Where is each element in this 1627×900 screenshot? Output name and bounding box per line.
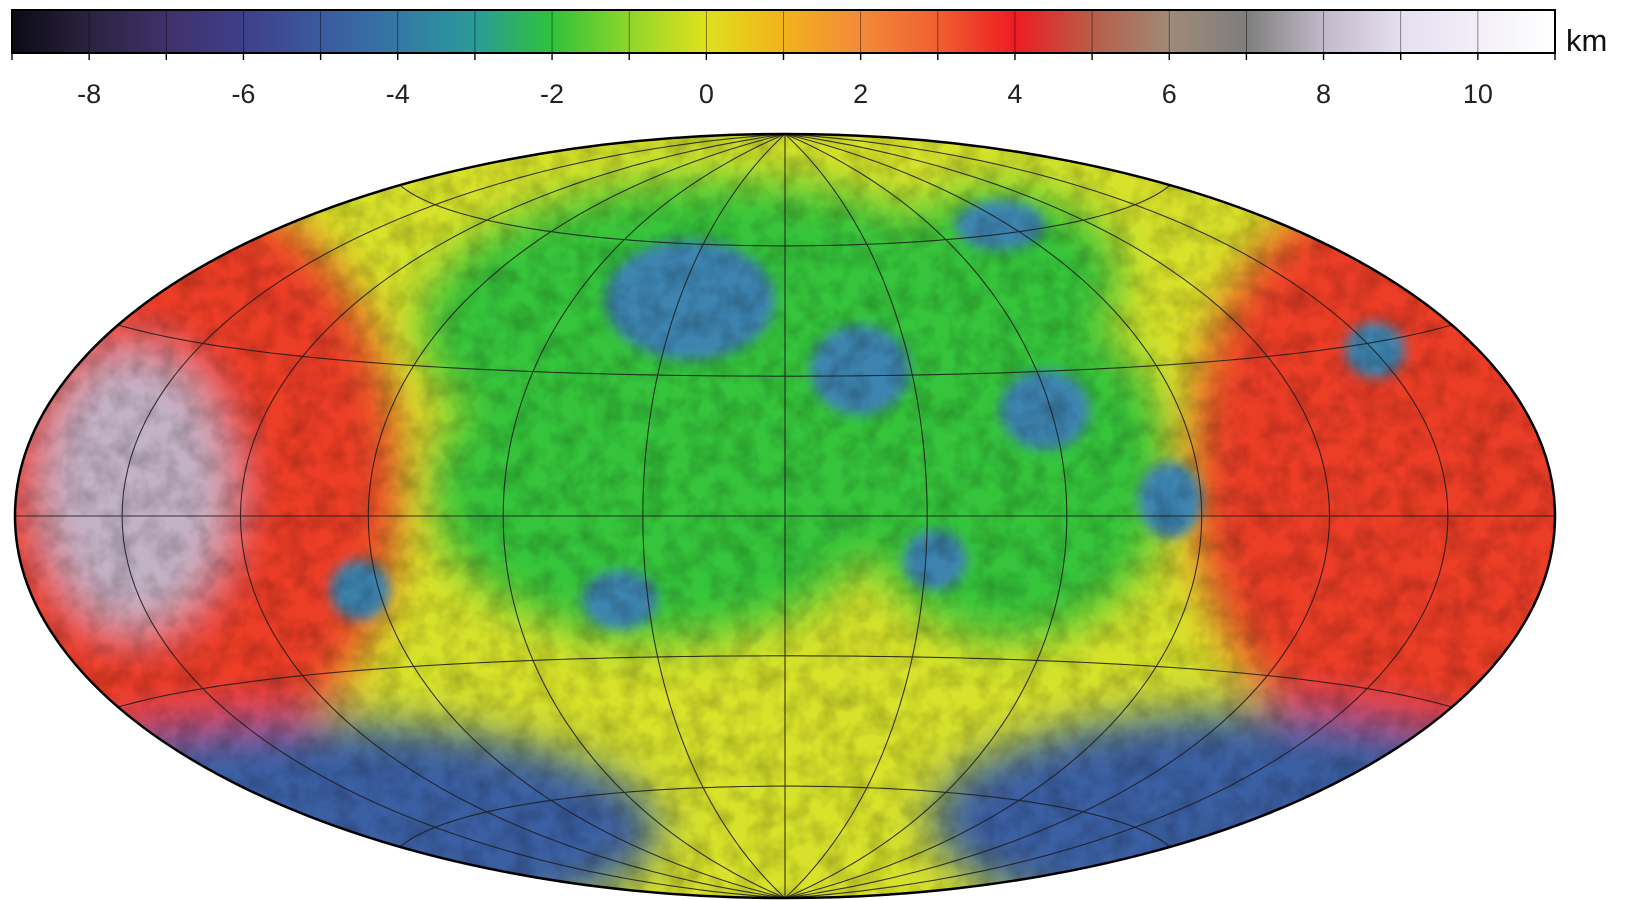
colorbar-tick-label: 0 bbox=[699, 79, 714, 109]
colorbar-tick-label: -8 bbox=[77, 79, 101, 109]
colorbar-tick-label: 4 bbox=[1007, 79, 1022, 109]
elevation-colorbar: -8 -6 -4 -2 0 2 4 6 8 10 km bbox=[11, 9, 1607, 109]
colorbar-tick-label: -6 bbox=[231, 79, 255, 109]
parallel-line bbox=[399, 785, 1171, 848]
parallel-line bbox=[399, 184, 1171, 247]
crater-texture-overlay bbox=[15, 134, 1555, 898]
colorbar-tick-label: 6 bbox=[1162, 79, 1177, 109]
colorbar-tick-label: -2 bbox=[540, 79, 564, 109]
map-outline bbox=[13, 132, 1557, 900]
colorbar-unit-label: km bbox=[1566, 23, 1607, 58]
colorbar-tick-label: 8 bbox=[1316, 79, 1331, 109]
graticule-lines bbox=[15, 134, 1555, 898]
colorbar-tick-label: -4 bbox=[386, 79, 410, 109]
colorbar-ticks: -8 -6 -4 -2 0 2 4 6 8 10 bbox=[11, 53, 1556, 109]
parallel-line bbox=[118, 324, 1452, 377]
colorbar-tick-label: 10 bbox=[1463, 79, 1493, 109]
colorbar-tick-label: 2 bbox=[853, 79, 868, 109]
parallel-line bbox=[118, 655, 1452, 708]
colorbar-segment-lines bbox=[88, 10, 1479, 53]
map-surface bbox=[15, 134, 1555, 898]
